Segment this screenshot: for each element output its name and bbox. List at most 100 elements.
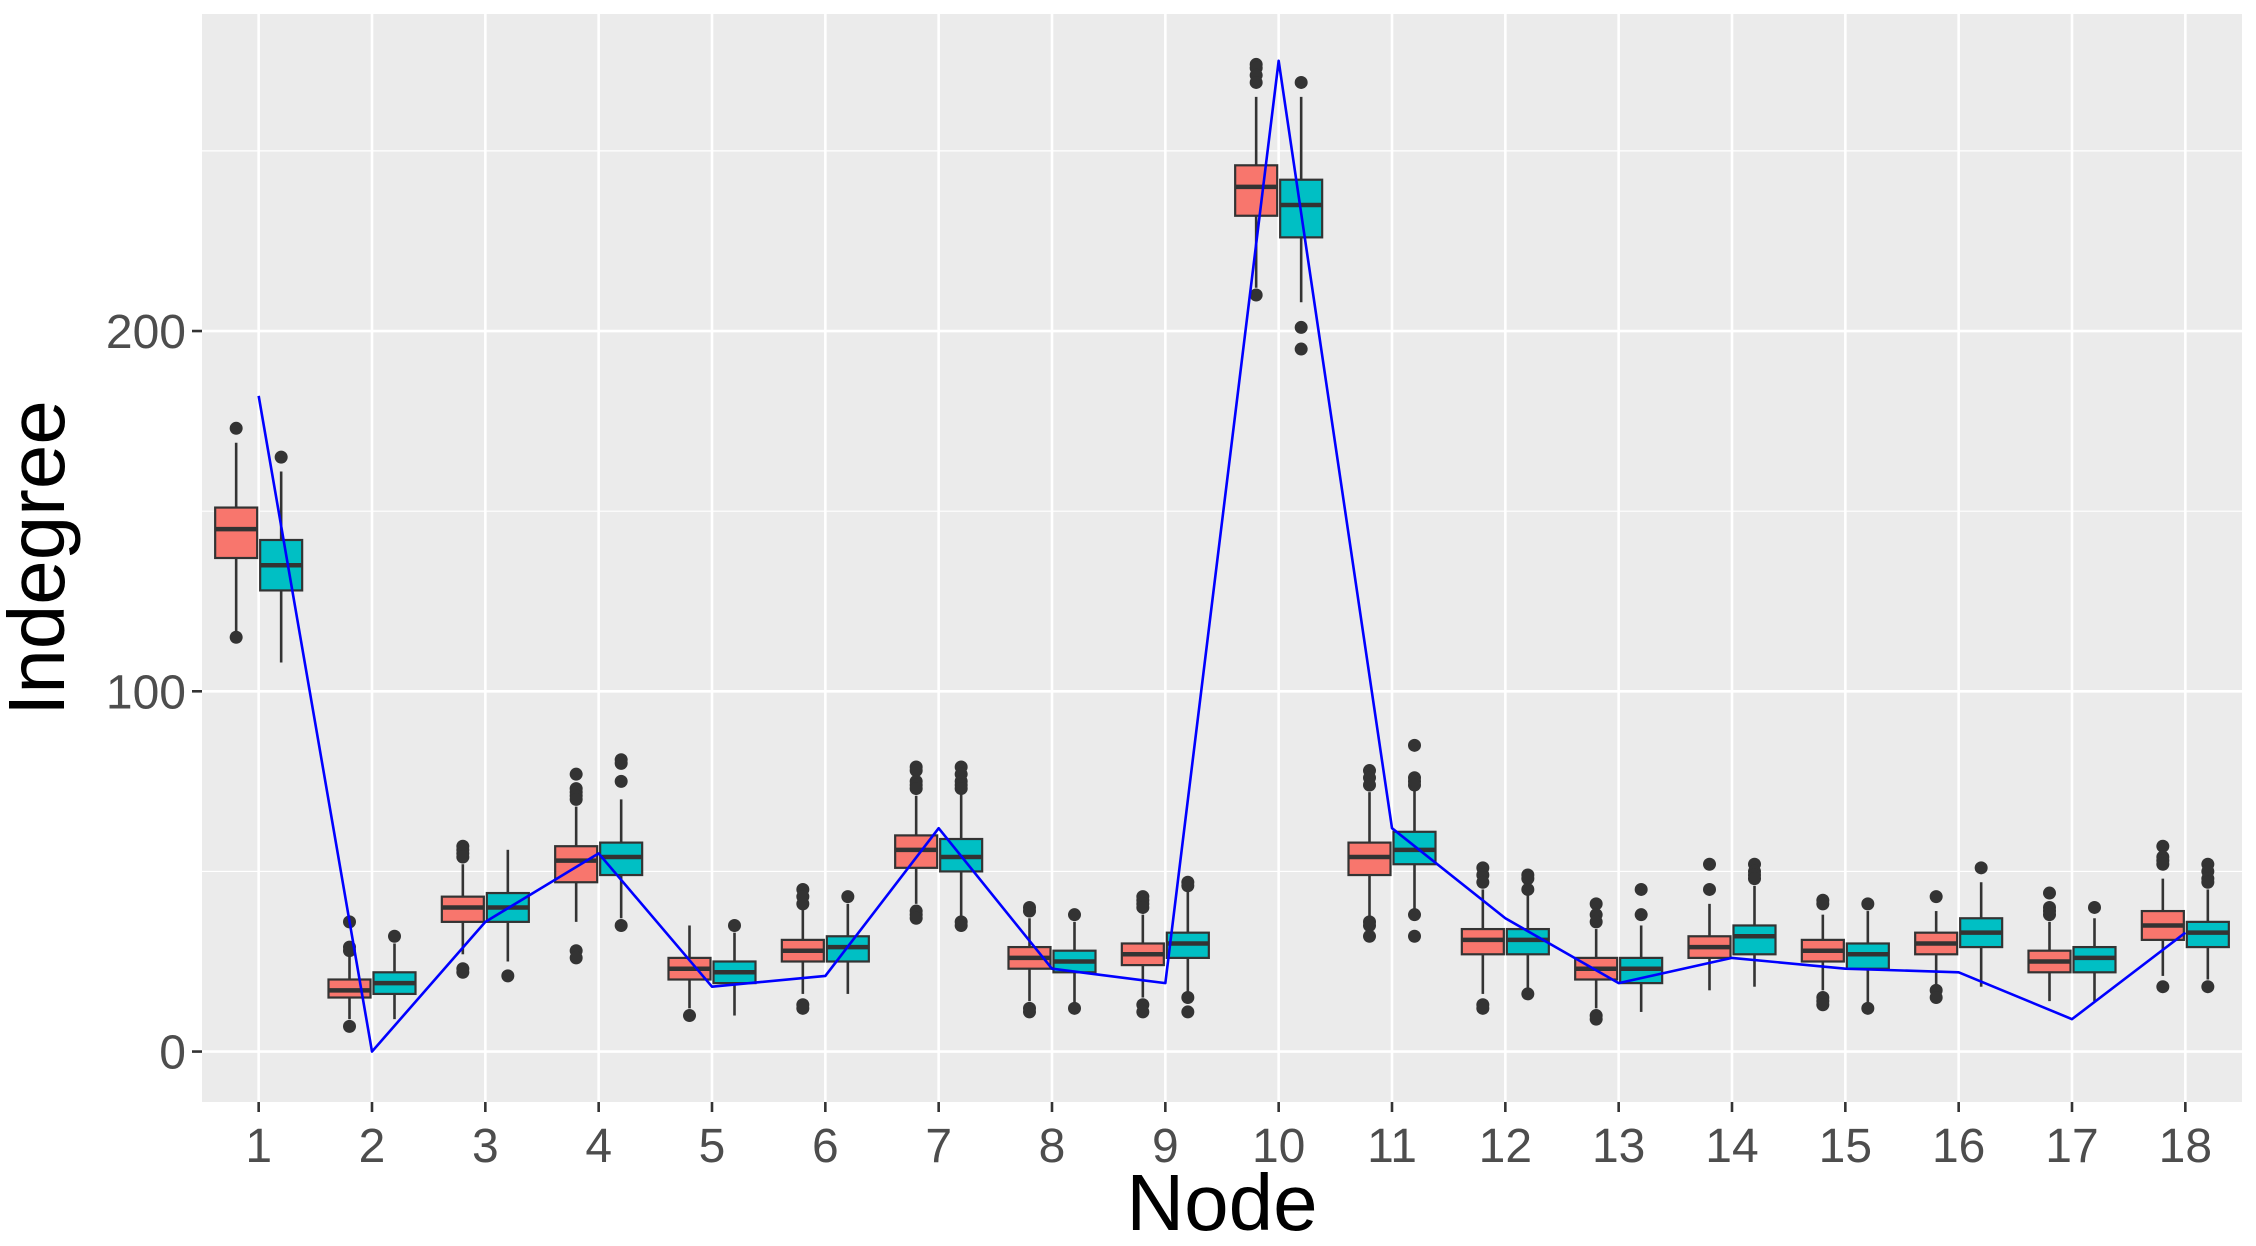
outlier-point xyxy=(343,1019,356,1033)
x-tick-label: 6 xyxy=(812,1120,839,1173)
box-group-teal-node-8 xyxy=(1052,908,1097,1015)
outlier-point xyxy=(569,767,583,781)
box-group-red-node-7 xyxy=(894,760,939,925)
box-group-teal-node-17 xyxy=(2072,900,2117,1002)
box-group-teal-node-6 xyxy=(825,890,870,994)
outlier-point xyxy=(2156,857,2170,871)
y-axis-title: Indegree xyxy=(0,400,81,716)
box-body xyxy=(214,506,259,560)
outlier-point xyxy=(1703,882,1716,896)
box-group-teal-node-4 xyxy=(599,753,644,932)
outlier-point xyxy=(683,1009,696,1023)
box-group-red-node-4 xyxy=(554,767,599,965)
outlier-point xyxy=(2201,875,2215,889)
outlier-point xyxy=(1023,904,1036,918)
box-group-red-node-10 xyxy=(1234,57,1279,302)
outlier-point xyxy=(1181,991,1195,1005)
box-group-teal-node-7 xyxy=(939,760,984,932)
outlier-point xyxy=(954,918,968,932)
box-group-teal-node-15 xyxy=(1845,897,1890,1015)
outlier-point xyxy=(909,764,923,778)
outlier-point xyxy=(1249,75,1263,89)
box-group-red-node-2 xyxy=(327,915,372,1033)
x-tick-label: 4 xyxy=(585,1120,612,1173)
outlier-point xyxy=(614,756,628,770)
x-tick-label: 7 xyxy=(925,1120,952,1173)
boxplot-layer xyxy=(214,57,2230,1033)
outlier-point xyxy=(456,965,470,979)
outlier-point xyxy=(2043,886,2056,900)
outlier-point xyxy=(569,951,583,965)
outlier-point xyxy=(1294,75,1308,89)
outlier-point xyxy=(1408,778,1421,792)
outlier-point xyxy=(1408,738,1421,752)
outlier-point xyxy=(501,969,515,983)
outlier-point xyxy=(1363,929,1376,943)
x-tick-label: 8 xyxy=(1039,1120,1066,1173)
outlier-point xyxy=(1408,929,1421,943)
outlier-point xyxy=(1249,288,1263,302)
outlier-point xyxy=(229,421,243,435)
outlier-point xyxy=(1861,1001,1875,1015)
outlier-point xyxy=(1476,1001,1490,1015)
outlier-point xyxy=(909,782,923,796)
box-group-red-node-16 xyxy=(1914,890,1959,1005)
outlier-point xyxy=(1861,897,1875,911)
x-tick-label: 14 xyxy=(1705,1120,1758,1173)
outlier-point xyxy=(1589,1012,1603,1026)
x-tick-label: 13 xyxy=(1592,1120,1645,1173)
x-tick-label: 2 xyxy=(359,1120,386,1173)
outlier-point xyxy=(841,890,855,904)
x-tick-label: 15 xyxy=(1819,1120,1872,1173)
outlier-point xyxy=(1929,890,1943,904)
outlier-point xyxy=(614,774,628,788)
x-tick-label: 16 xyxy=(1932,1120,1985,1173)
minor-gridlines xyxy=(202,150,2242,873)
outlier-point xyxy=(1068,908,1081,922)
outlier-point xyxy=(1929,991,1943,1005)
outlier-point xyxy=(614,918,628,932)
outlier-point xyxy=(909,911,923,925)
x-tick-label: 17 xyxy=(2045,1120,2098,1173)
x-tick-label: 10 xyxy=(1252,1120,1305,1173)
blue-line-series xyxy=(257,59,2187,1053)
outlier-point xyxy=(1294,320,1308,334)
outlier-point xyxy=(796,897,810,911)
outlier-point xyxy=(1589,915,1603,929)
outlier-point xyxy=(2156,980,2170,994)
outlier-point xyxy=(1181,879,1195,893)
box-group-teal-node-2 xyxy=(372,929,417,1020)
box-group-teal-node-11 xyxy=(1392,738,1437,943)
outlier-point xyxy=(1634,882,1648,896)
outlier-point xyxy=(1703,857,1716,871)
x-tick-label: 5 xyxy=(699,1120,726,1173)
box-body xyxy=(1234,164,1279,217)
box-group-teal-node-1 xyxy=(259,450,304,663)
panel-background xyxy=(202,14,2242,1102)
outlier-point xyxy=(728,918,741,932)
box-group-red-node-1 xyxy=(214,421,259,644)
box-group-teal-node-14 xyxy=(1732,857,1777,987)
outlier-point xyxy=(1974,861,1988,875)
outlier-point xyxy=(1521,987,1535,1001)
x-tick-label: 11 xyxy=(1367,1120,1417,1173)
box-group-teal-node-18 xyxy=(2185,857,2230,994)
outlier-point xyxy=(796,1001,810,1015)
box-group-red-node-11 xyxy=(1347,764,1392,943)
outlier-point xyxy=(1363,778,1376,792)
outlier-point xyxy=(1068,1001,1081,1015)
box-body xyxy=(1732,924,1777,956)
box-group-teal-node-5 xyxy=(712,918,757,1016)
x-tick-label: 9 xyxy=(1152,1120,1179,1173)
x-tick-label: 12 xyxy=(1479,1120,1532,1173)
outlier-point xyxy=(388,929,401,943)
box-group-teal-node-9 xyxy=(1165,875,1210,1019)
y-axis: 0 100 200 xyxy=(106,306,202,1080)
x-tick-label: 18 xyxy=(2159,1120,2212,1173)
outlier-point xyxy=(456,850,470,864)
outlier-point xyxy=(1408,908,1421,922)
outlier-point xyxy=(1816,897,1830,911)
outlier-point xyxy=(1634,908,1648,922)
box-group-red-node-6 xyxy=(780,882,825,1015)
